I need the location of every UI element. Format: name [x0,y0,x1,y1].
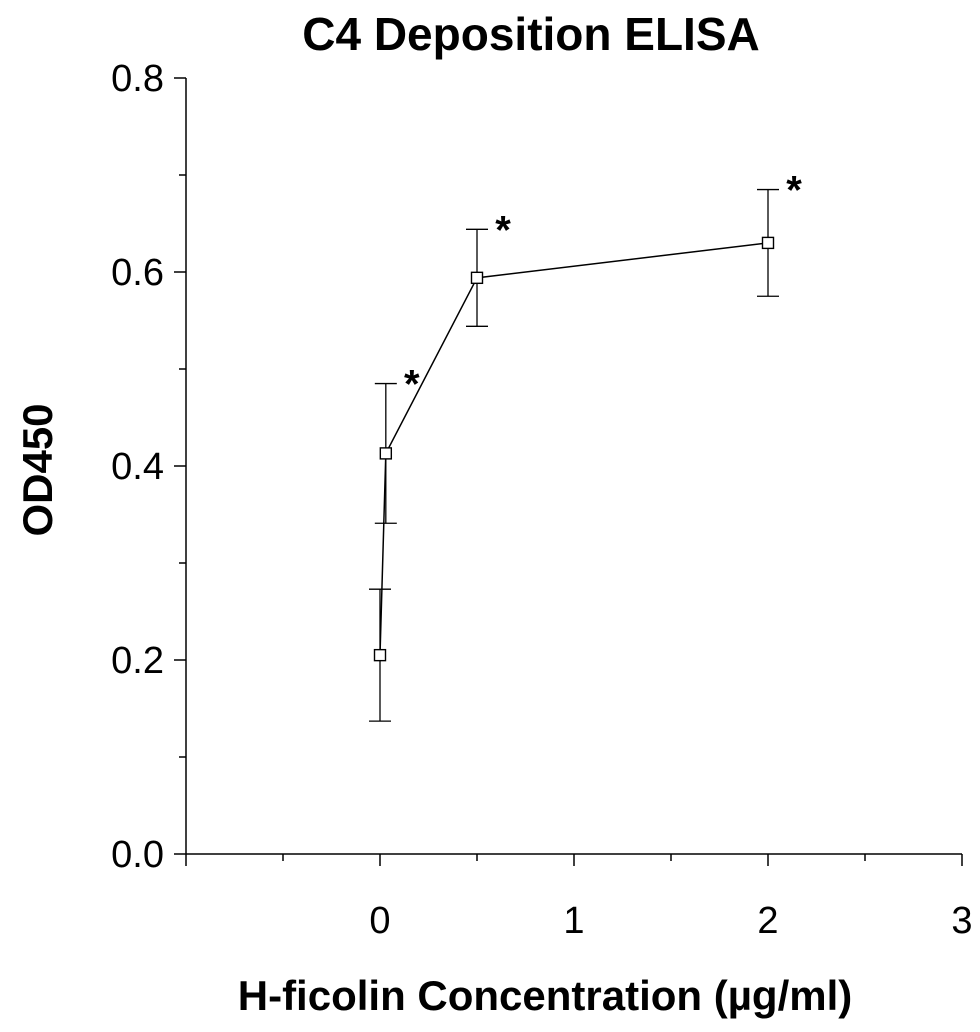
chart-title: C4 Deposition ELISA [302,8,759,60]
axes: 0.0 0.2 0.4 0.6 0.8 0 1 2 3 [111,58,972,942]
y-tick-label: 0.8 [111,58,164,100]
y-tick-label: 0.4 [111,446,164,488]
data-point-marker [379,447,393,460]
significance-asterisk: * [404,363,420,407]
x-tick-label: 3 [951,900,972,942]
significance-asterisk: * [495,208,511,252]
y-tick-label: 0.2 [111,640,164,682]
significance-asterisk: * [786,169,802,213]
y-tick-label: 0.0 [111,834,164,876]
data-point-marker [373,648,387,662]
x-tick-label: 2 [757,900,778,942]
data-point-marker [470,271,484,285]
data-point-marker [761,236,775,250]
annotation-layer: * * * [404,169,802,407]
series-layer [369,188,779,722]
y-axis-label: OD450 [14,403,61,536]
series-line [379,242,769,656]
y-tick-label: 0.6 [111,252,164,294]
x-tick-label: 1 [563,900,584,942]
x-tick-label: 0 [369,900,390,942]
x-axis-label: H-ficolin Concentration (µg/ml) [238,972,853,1019]
